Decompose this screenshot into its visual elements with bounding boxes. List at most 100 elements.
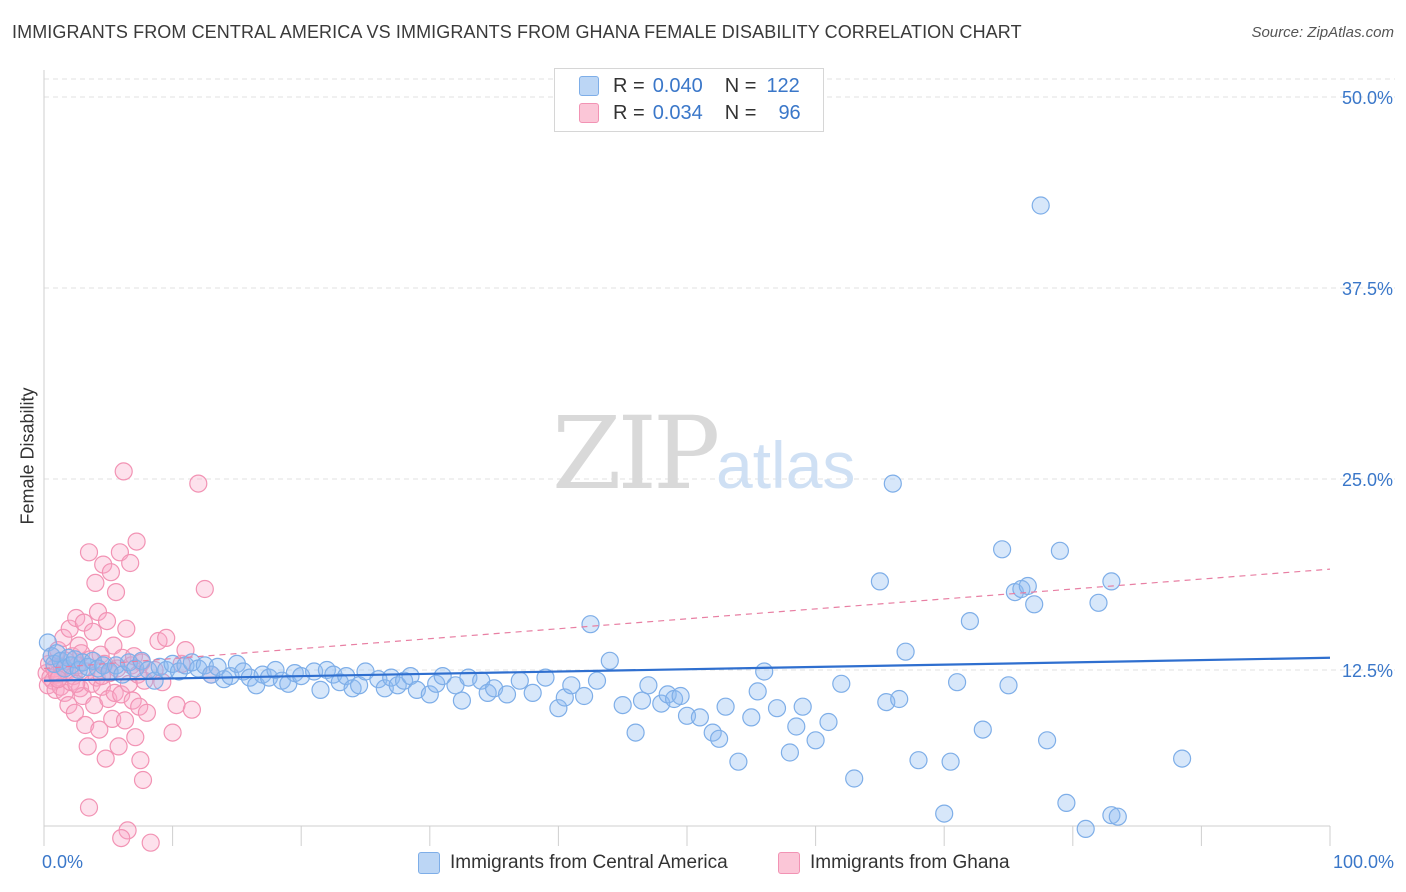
data-point (157, 628, 176, 648)
series-legend: Immigrants from Central America Immigran… (0, 852, 1406, 878)
data-point (780, 743, 800, 762)
data-point (189, 474, 208, 493)
data-point (870, 572, 890, 591)
data-point (941, 752, 960, 771)
data-point (127, 532, 146, 551)
blue-swatch-icon (418, 852, 440, 874)
data-point (126, 728, 145, 747)
data-point (1057, 793, 1076, 813)
data-point (1102, 806, 1121, 825)
data-point (79, 543, 99, 562)
legend-label: Immigrants from Central America (450, 852, 728, 873)
data-point (78, 737, 97, 756)
data-point (1076, 819, 1095, 839)
data-point (709, 729, 729, 748)
n-value: 122 (766, 74, 800, 97)
data-point (227, 654, 246, 674)
data-point (536, 668, 555, 687)
data-point (497, 685, 517, 704)
data-point (793, 697, 812, 716)
data-point (1018, 576, 1037, 596)
data-point (574, 686, 594, 706)
data-point (1108, 807, 1127, 826)
source-label: Source: ZipAtlas.com (1251, 24, 1394, 41)
legend-row-central-america: R = 0.040 N = 122 (579, 73, 800, 99)
data-point (115, 711, 135, 730)
y-tick-label: 50.0% (1342, 88, 1393, 108)
data-point (266, 660, 285, 680)
data-point (671, 686, 690, 706)
watermark: ZIP atlas (552, 395, 855, 512)
grid-lines (44, 78, 1395, 671)
data-point (992, 540, 1012, 559)
data-point (433, 666, 452, 686)
r-value: 0.040 (652, 74, 703, 97)
data-point (716, 697, 735, 716)
data-point (729, 752, 748, 771)
data-point (114, 462, 133, 481)
data-point (86, 573, 105, 593)
data-point (1089, 593, 1108, 612)
x-tick-max: 100.0% (1332, 852, 1394, 872)
data-point (452, 691, 471, 710)
y-tick-label: 12.5% (1342, 661, 1393, 681)
data-point (613, 695, 632, 715)
data-point (195, 579, 214, 599)
data-point (562, 676, 581, 695)
data-point (96, 749, 115, 768)
data-point (105, 683, 124, 703)
data-point (632, 691, 652, 710)
data-point (626, 723, 645, 742)
data-point (999, 676, 1018, 695)
data-point (787, 717, 806, 736)
data-point (395, 671, 414, 690)
data-point (1037, 731, 1057, 750)
data-point (819, 712, 838, 732)
y-tick-labels: 12.5% 25.0% 37.5% 50.0% (1342, 88, 1393, 681)
r-label: R = (613, 74, 645, 97)
data-point (845, 769, 864, 788)
data-point (79, 798, 99, 817)
axes (43, 70, 1331, 846)
data-point (137, 703, 156, 722)
data-point (117, 619, 136, 638)
data-point (106, 582, 126, 602)
data-point (748, 682, 767, 701)
data-point (65, 703, 85, 722)
data-point (132, 651, 151, 670)
data-point (1050, 541, 1070, 560)
data-point (587, 671, 607, 690)
n-label: N = (724, 101, 757, 124)
data-point (742, 708, 761, 727)
y-axis-label: Female Disability (17, 387, 38, 525)
data-point (510, 671, 529, 690)
legend-item-ghana[interactable]: Immigrants from Ghana (778, 852, 1010, 874)
stats-legend: R = 0.040 N = 122 R = 0.034 N = 96 (554, 68, 824, 132)
legend-row-ghana: R = 0.034 N = 96 (579, 100, 801, 126)
pink-swatch-icon (778, 852, 800, 874)
data-point (1102, 572, 1121, 591)
data-point (806, 731, 825, 750)
data-point (935, 804, 954, 823)
data-point (163, 723, 182, 742)
data-point (141, 833, 160, 852)
blue-swatch-icon (579, 76, 599, 96)
data-point (145, 671, 164, 690)
legend-label: Immigrants from Ghana (810, 852, 1010, 873)
chart-title: IMMIGRANTS FROM CENTRAL AMERICA VS IMMIG… (12, 22, 1022, 42)
data-point (97, 611, 117, 631)
pink-swatch-icon (579, 103, 599, 123)
data-point (1172, 749, 1192, 768)
central-america-points (38, 196, 1192, 839)
data-point (121, 553, 140, 573)
legend-item-central-america[interactable]: Immigrants from Central America (418, 852, 728, 874)
trend-line (43, 568, 1331, 670)
data-point (600, 651, 619, 670)
data-point (478, 683, 497, 703)
data-point (101, 563, 121, 582)
r-value: 0.034 (652, 101, 703, 124)
data-point (960, 611, 980, 631)
data-point (76, 715, 95, 735)
x-tick-min: 0.0% (42, 852, 84, 872)
